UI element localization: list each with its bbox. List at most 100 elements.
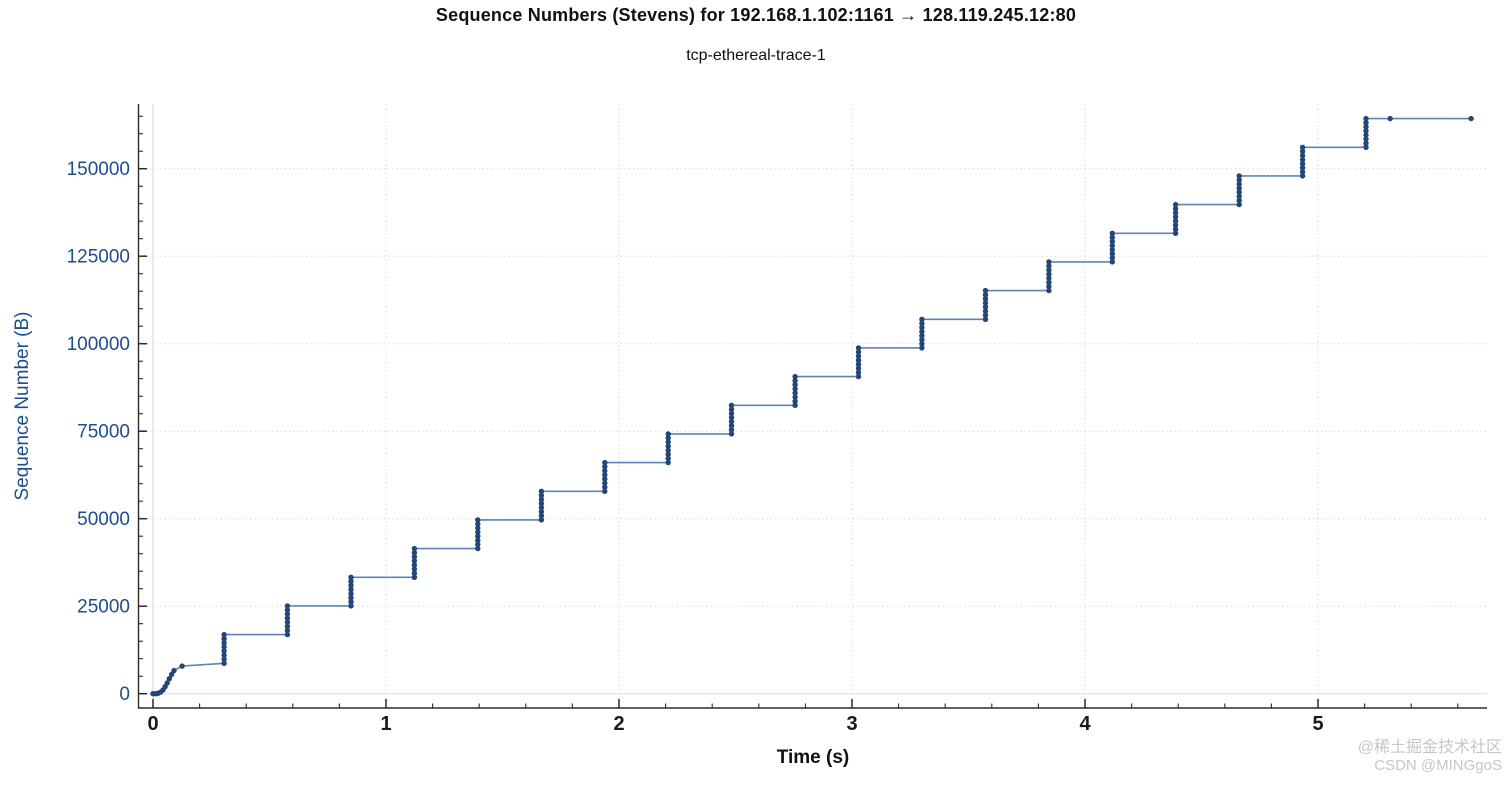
data-point: [348, 590, 354, 597]
data-point: [665, 431, 671, 437]
data-point: [1299, 173, 1306, 179]
data-point: [166, 676, 172, 682]
y-tick-label: 125000: [67, 247, 130, 268]
data-point: [1299, 144, 1306, 150]
data-point: [602, 472, 608, 478]
data-point: [1363, 128, 1369, 134]
data-point: [665, 451, 671, 458]
data-point: [792, 373, 798, 380]
data-point: [538, 513, 545, 519]
data-point: [919, 320, 925, 327]
y-tick-label: 0: [119, 684, 130, 705]
data-point: [728, 410, 735, 417]
data-point: [665, 443, 671, 449]
data-point: [1299, 148, 1306, 155]
data-point: [221, 631, 227, 638]
data-point: [475, 545, 481, 552]
data-point: [792, 386, 798, 392]
data-point: [221, 652, 227, 658]
x-tick-label: 2: [613, 713, 624, 735]
data-point: [919, 333, 925, 339]
data-point: [1299, 161, 1306, 167]
data-point: [665, 459, 671, 466]
data-point: [221, 636, 227, 642]
data-point: [411, 545, 418, 552]
data-point: [1299, 156, 1306, 163]
data-point: [855, 361, 862, 367]
data-point: [411, 554, 418, 560]
data-point: [665, 435, 671, 441]
y-axis-label: Sequence Number (B): [12, 311, 33, 501]
data-point: [538, 517, 545, 523]
y-tick-label: 75000: [77, 422, 130, 443]
data-point: [1236, 189, 1242, 195]
data-point: [1363, 115, 1369, 122]
data-point: [179, 663, 185, 669]
data-point: [1236, 177, 1242, 183]
data-point: [1468, 115, 1474, 122]
data-point: [792, 378, 798, 384]
data-point: [411, 550, 418, 556]
data-point: [1363, 120, 1369, 126]
data-point: [855, 357, 862, 363]
data-point: [1046, 287, 1052, 294]
data-point: [919, 341, 925, 347]
watermark-line-2: CSDN @MINGgoS: [1374, 757, 1502, 774]
data-point: [348, 582, 354, 589]
data-point: [475, 533, 481, 539]
data-point: [1172, 214, 1179, 220]
data-point: [855, 365, 862, 372]
data-point: [411, 570, 418, 576]
data-point: [1109, 234, 1116, 241]
data-point: [602, 468, 608, 474]
data-point: [792, 402, 798, 408]
data-point: [1046, 279, 1052, 286]
data-point: [855, 353, 862, 359]
y-tick-label: 100000: [67, 334, 130, 355]
data-point: [919, 316, 925, 322]
x-tick-label: 1: [380, 713, 391, 735]
data-point: [538, 504, 545, 511]
data-point: [919, 345, 925, 351]
data-point: [1046, 259, 1052, 265]
data-point: [1172, 210, 1179, 216]
data-point: [1363, 136, 1369, 142]
data-point: [1172, 201, 1179, 208]
data-point: [284, 631, 291, 638]
x-tick-label: 0: [147, 713, 158, 735]
data-point: [1172, 218, 1179, 224]
data-point: [221, 656, 227, 662]
data-point: [1236, 193, 1242, 200]
data-point: [1172, 226, 1179, 232]
data-point: [1046, 263, 1052, 269]
data-point: [475, 521, 481, 527]
data-point: [1236, 173, 1242, 179]
data-point: [728, 423, 735, 429]
data-point: [348, 578, 354, 585]
data-point: [1236, 185, 1242, 191]
data-point: [1363, 132, 1369, 138]
data-point: [665, 439, 671, 445]
data-point: [728, 431, 735, 437]
data-point: [348, 603, 354, 609]
data-point: [221, 660, 227, 666]
data-point: [284, 627, 291, 634]
y-tick-label: 150000: [67, 159, 130, 180]
data-point: [792, 382, 798, 388]
data-point: [1109, 247, 1116, 253]
data-point: [1109, 251, 1116, 257]
watermark: @稀土掘金技术社区 CSDN @MINGgoS: [1358, 739, 1502, 775]
page-subtitle: tcp-ethereal-trace-1: [686, 47, 826, 64]
data-point: [1046, 271, 1052, 277]
data-point: [1299, 169, 1306, 175]
data-point: [728, 406, 735, 413]
data-point: [602, 459, 608, 466]
data-point: [411, 558, 418, 564]
watermark-line-1: @稀土掘金技术社区: [1357, 739, 1502, 756]
data-point: [348, 586, 354, 593]
data-point: [1363, 144, 1369, 150]
data-point: [982, 292, 989, 298]
page-title: Sequence Numbers (Stevens) for 192.168.1…: [435, 5, 1077, 25]
